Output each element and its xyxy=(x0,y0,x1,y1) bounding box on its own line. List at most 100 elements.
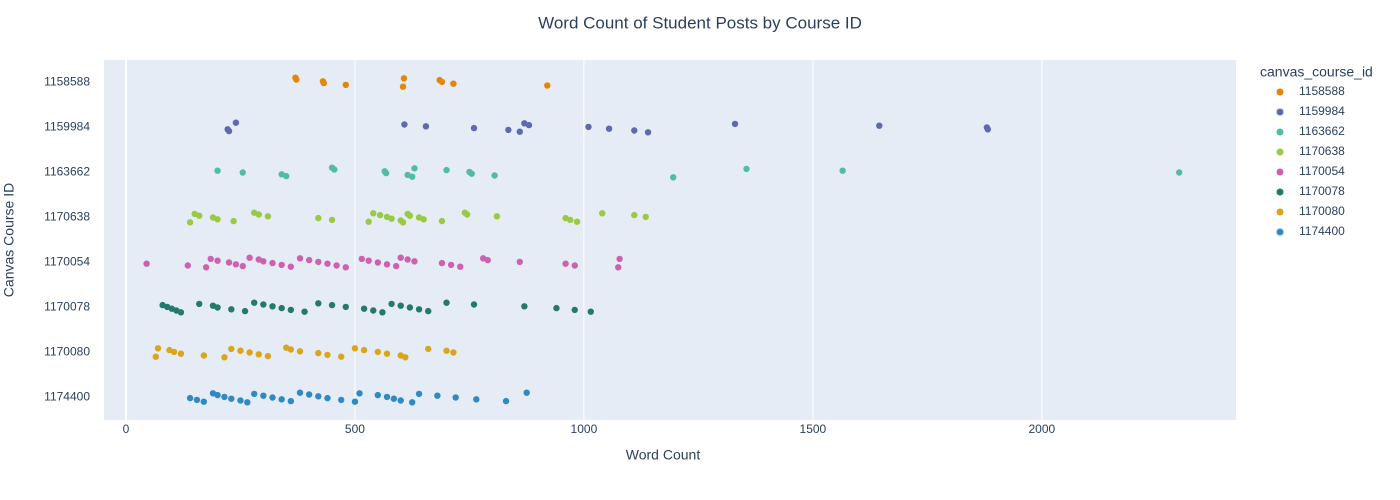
point xyxy=(356,390,363,397)
point xyxy=(269,259,276,267)
point xyxy=(562,260,569,267)
x-tick-label: 2000 xyxy=(1028,422,1055,436)
point xyxy=(406,304,414,311)
point xyxy=(452,394,459,401)
y-tick-label: 1159984 xyxy=(44,120,90,134)
point xyxy=(370,210,377,217)
point xyxy=(333,262,340,269)
point xyxy=(225,127,233,135)
point xyxy=(143,260,150,267)
point xyxy=(193,396,201,404)
x-tick-label: 1000 xyxy=(571,422,598,436)
point xyxy=(214,391,221,399)
point xyxy=(525,121,533,129)
point xyxy=(278,304,285,312)
point xyxy=(605,125,613,132)
legend-label: 1158588 xyxy=(1299,84,1345,98)
point xyxy=(374,348,382,356)
point xyxy=(553,304,560,312)
point xyxy=(264,213,272,220)
point xyxy=(573,218,581,225)
point xyxy=(152,353,159,360)
point xyxy=(876,122,883,129)
point xyxy=(338,353,345,360)
point xyxy=(351,398,359,405)
point xyxy=(260,301,267,308)
point xyxy=(443,299,450,306)
point xyxy=(383,393,391,401)
legend-marker xyxy=(1276,148,1284,156)
point xyxy=(397,397,404,404)
point xyxy=(388,215,395,222)
point xyxy=(244,399,251,406)
point xyxy=(544,82,551,89)
point xyxy=(177,309,185,316)
point xyxy=(839,167,846,174)
point xyxy=(484,256,491,264)
legend-label: 1170078 xyxy=(1299,184,1345,198)
legend-marker xyxy=(1276,168,1284,176)
point xyxy=(239,169,246,176)
point xyxy=(232,119,240,126)
y-axis-title: Canvas Course ID xyxy=(1,183,17,297)
point xyxy=(370,307,377,314)
point xyxy=(331,166,338,173)
point xyxy=(287,263,295,270)
point xyxy=(278,396,285,403)
point xyxy=(230,217,237,225)
legend-label: 1174400 xyxy=(1299,224,1345,238)
point xyxy=(225,259,233,266)
point xyxy=(214,167,221,174)
point xyxy=(516,128,523,135)
point xyxy=(566,216,574,224)
point xyxy=(473,396,480,403)
point xyxy=(631,127,638,134)
legend-label: 1170638 xyxy=(1299,144,1345,158)
point xyxy=(328,216,336,224)
point xyxy=(379,309,386,316)
point xyxy=(278,261,285,269)
y-tick-label: 1170078 xyxy=(44,300,90,314)
point xyxy=(599,210,606,217)
point xyxy=(491,172,498,179)
point xyxy=(293,76,300,83)
point xyxy=(443,347,450,354)
point xyxy=(516,258,523,266)
legend-title: canvas_course_id xyxy=(1260,64,1373,80)
chart-title: Word Count of Student Posts by Course ID xyxy=(538,13,862,32)
point xyxy=(376,211,384,219)
point xyxy=(221,393,228,401)
point xyxy=(296,348,304,355)
point xyxy=(457,263,464,270)
point xyxy=(670,174,677,181)
point xyxy=(402,354,409,361)
point xyxy=(251,299,258,306)
point xyxy=(228,395,235,402)
point xyxy=(404,256,411,263)
legend-marker xyxy=(1276,228,1284,236)
point xyxy=(177,350,185,357)
point xyxy=(425,307,432,315)
point xyxy=(521,303,528,310)
point xyxy=(283,172,290,180)
point xyxy=(342,264,349,271)
x-axis-title: Word Count xyxy=(626,447,701,463)
legend-label: 1159984 xyxy=(1299,104,1345,118)
point xyxy=(200,352,208,359)
point xyxy=(470,301,478,308)
point xyxy=(463,211,471,218)
point xyxy=(411,165,418,172)
point xyxy=(358,255,366,263)
point xyxy=(239,262,246,270)
point xyxy=(264,352,272,360)
point xyxy=(237,347,244,354)
point xyxy=(388,300,395,308)
point xyxy=(296,255,304,262)
point xyxy=(450,349,457,356)
y-tick-label: 1170054 xyxy=(44,255,90,269)
point xyxy=(422,123,430,130)
legend-marker xyxy=(1276,208,1284,216)
y-tick-label: 1174400 xyxy=(44,390,90,404)
point xyxy=(296,389,304,396)
